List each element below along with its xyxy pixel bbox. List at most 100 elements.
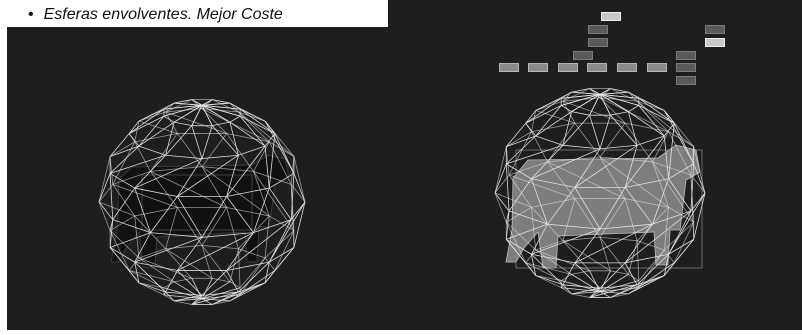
wireframe-edge bbox=[531, 206, 564, 241]
wireframe-edge bbox=[668, 206, 694, 223]
wireframe-edge bbox=[624, 210, 692, 264]
wireframe-edge bbox=[238, 111, 266, 122]
wireframe-edge bbox=[531, 253, 575, 264]
wireframe-edge bbox=[525, 105, 562, 124]
graph-node[interactable] bbox=[588, 25, 608, 34]
wireframe-edge bbox=[531, 178, 575, 188]
wireframe-edge bbox=[112, 187, 136, 220]
wireframe-edge bbox=[599, 97, 638, 102]
left-3d-viewport[interactable] bbox=[7, 27, 390, 330]
wireframe-edge bbox=[238, 111, 270, 143]
wireframe-edge bbox=[599, 156, 653, 163]
cow-bbox-right bbox=[515, 149, 703, 269]
graph-node-leaf[interactable] bbox=[587, 63, 607, 72]
wireframe-edge bbox=[98, 173, 111, 203]
wireframe-edge bbox=[177, 133, 203, 167]
wireframe-edge bbox=[571, 94, 601, 112]
graph-node-root[interactable] bbox=[601, 12, 621, 21]
wireframe-edge bbox=[505, 122, 527, 147]
wireframe-edge bbox=[165, 245, 203, 250]
wireframe-edge bbox=[561, 93, 601, 99]
graph-node[interactable] bbox=[705, 25, 725, 34]
wireframe-edge bbox=[239, 257, 266, 296]
wireframe-edge bbox=[547, 156, 601, 163]
wireframe-edge bbox=[562, 88, 590, 102]
wireframe-edge bbox=[274, 133, 295, 174]
wireframe-edge bbox=[505, 163, 510, 212]
wireframe-edge bbox=[201, 245, 213, 279]
wireframe-edge bbox=[506, 131, 532, 147]
graph-node[interactable] bbox=[705, 38, 725, 47]
wireframe-edge bbox=[599, 187, 626, 230]
graph-node[interactable] bbox=[588, 38, 608, 47]
wireframe-edge bbox=[690, 192, 706, 212]
wireframe-edge bbox=[253, 219, 292, 233]
wireframe-edge bbox=[165, 99, 192, 113]
cow-bbox-left bbox=[141, 174, 253, 231]
wireframe-edge bbox=[134, 261, 178, 271]
graph-node-leaf[interactable] bbox=[528, 63, 548, 72]
wireframe-edge bbox=[624, 223, 653, 264]
graph-node[interactable] bbox=[573, 51, 593, 60]
wireframe-edge bbox=[177, 232, 254, 271]
wireframe-edge bbox=[98, 156, 111, 203]
wireframe-edge bbox=[562, 101, 576, 124]
wireframe-edge bbox=[531, 178, 548, 225]
wireframe-edge bbox=[229, 102, 239, 113]
wireframe-edge bbox=[690, 163, 695, 212]
wireframe-edge bbox=[138, 282, 165, 289]
wireframe-edge bbox=[264, 270, 276, 284]
wireframe-edge bbox=[138, 257, 175, 283]
graph-node-leaf[interactable] bbox=[617, 63, 637, 72]
wireframe-edge bbox=[226, 196, 254, 233]
wireframe-edge bbox=[150, 133, 178, 172]
wireframe-edge bbox=[599, 156, 669, 208]
wireframe-edge bbox=[201, 245, 239, 250]
wireframe-edge bbox=[663, 110, 695, 165]
wireframe-edge bbox=[638, 97, 665, 111]
wireframe-edge bbox=[652, 161, 692, 176]
graph-node-leaf[interactable] bbox=[499, 63, 519, 72]
graph-node-leaf[interactable] bbox=[558, 63, 578, 72]
wireframe-edge bbox=[226, 219, 292, 271]
wireframe-edge bbox=[229, 281, 241, 289]
wireframe-edge bbox=[599, 97, 669, 133]
wireframe-edge bbox=[628, 111, 638, 146]
wireframe-edge bbox=[212, 282, 266, 305]
wireframe-edge bbox=[109, 230, 140, 259]
wireframe-edge bbox=[562, 91, 572, 102]
right-3d-viewport[interactable] bbox=[388, 0, 802, 330]
graph-node[interactable] bbox=[676, 63, 696, 72]
wireframe-edge bbox=[293, 156, 306, 203]
wireframe-edge bbox=[134, 236, 203, 263]
wireframe-edge bbox=[128, 108, 165, 134]
wireframe-edge bbox=[165, 111, 178, 134]
wireframe-edge bbox=[174, 277, 192, 283]
wireframe-edge bbox=[599, 280, 639, 293]
wireframe-edge bbox=[663, 262, 675, 276]
wireframe-edge bbox=[191, 298, 203, 305]
wireframe-edge bbox=[663, 207, 669, 251]
wireframe-edge bbox=[668, 192, 706, 255]
graph-node[interactable] bbox=[676, 76, 696, 85]
wireframe-edge bbox=[599, 237, 611, 271]
wireframe-edge bbox=[599, 223, 653, 230]
graph-node-leaf[interactable] bbox=[647, 63, 667, 72]
wireframe-edge bbox=[268, 201, 306, 263]
wireframe-edge bbox=[201, 108, 239, 113]
graph-node[interactable] bbox=[676, 51, 696, 60]
wireframe-edge bbox=[201, 232, 254, 238]
wireframe-edge bbox=[165, 125, 193, 156]
wireframe-edge bbox=[624, 187, 653, 225]
wireframe-edge bbox=[138, 121, 175, 147]
wireframe-edge bbox=[238, 261, 270, 293]
wireframe-edge bbox=[506, 144, 564, 165]
wireframe-edge bbox=[531, 207, 537, 251]
wireframe-edge bbox=[571, 291, 601, 295]
wireframe-edge bbox=[238, 248, 241, 288]
wireframe-edge bbox=[589, 291, 601, 298]
wireframe-edge bbox=[264, 262, 270, 283]
wireframe-edge bbox=[628, 274, 640, 281]
wireframe-edge bbox=[531, 223, 548, 255]
wireframe-edge bbox=[226, 207, 270, 217]
